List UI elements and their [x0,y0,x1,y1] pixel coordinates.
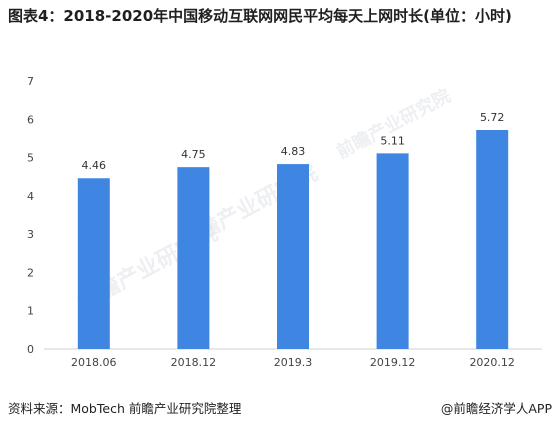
x-tick-label: 2020.12 [469,356,515,369]
bar [376,153,409,349]
y-tick-label: 6 [27,113,34,126]
footer: 资料来源：MobTech 前瞻产业研究院整理 @前瞻经济学人APP [8,399,552,419]
data-label: 4.46 [82,159,107,172]
x-tick-label: 2018.12 [171,356,217,369]
x-tick-label: 2019.12 [370,356,416,369]
x-tick-label: 2018.06 [71,356,117,369]
data-label: 5.72 [480,111,505,124]
y-tick-label: 1 [27,305,34,318]
y-tick-label: 4 [27,190,34,203]
bar [77,178,110,349]
y-tick-label: 3 [27,228,34,241]
data-label: 5.11 [380,134,405,147]
data-label: 4.83 [281,145,306,158]
source-note: 资料来源：MobTech 前瞻产业研究院整理 [8,401,242,416]
credit-note: @前瞻经济学人APP [440,401,552,416]
y-tick-label: 5 [27,152,34,165]
y-tick-label: 2 [27,266,34,279]
chart-title: 图表4：2018-2020年中国移动互联网网民平均每天上网时长(单位：小时) [8,7,512,25]
bar [277,164,309,349]
y-tick-label: 7 [27,75,34,88]
x-tick-label: 2019.3 [274,356,313,369]
bar [177,167,210,349]
bar [476,130,509,349]
y-tick-label: 0 [27,343,34,356]
data-label: 4.75 [181,148,206,161]
